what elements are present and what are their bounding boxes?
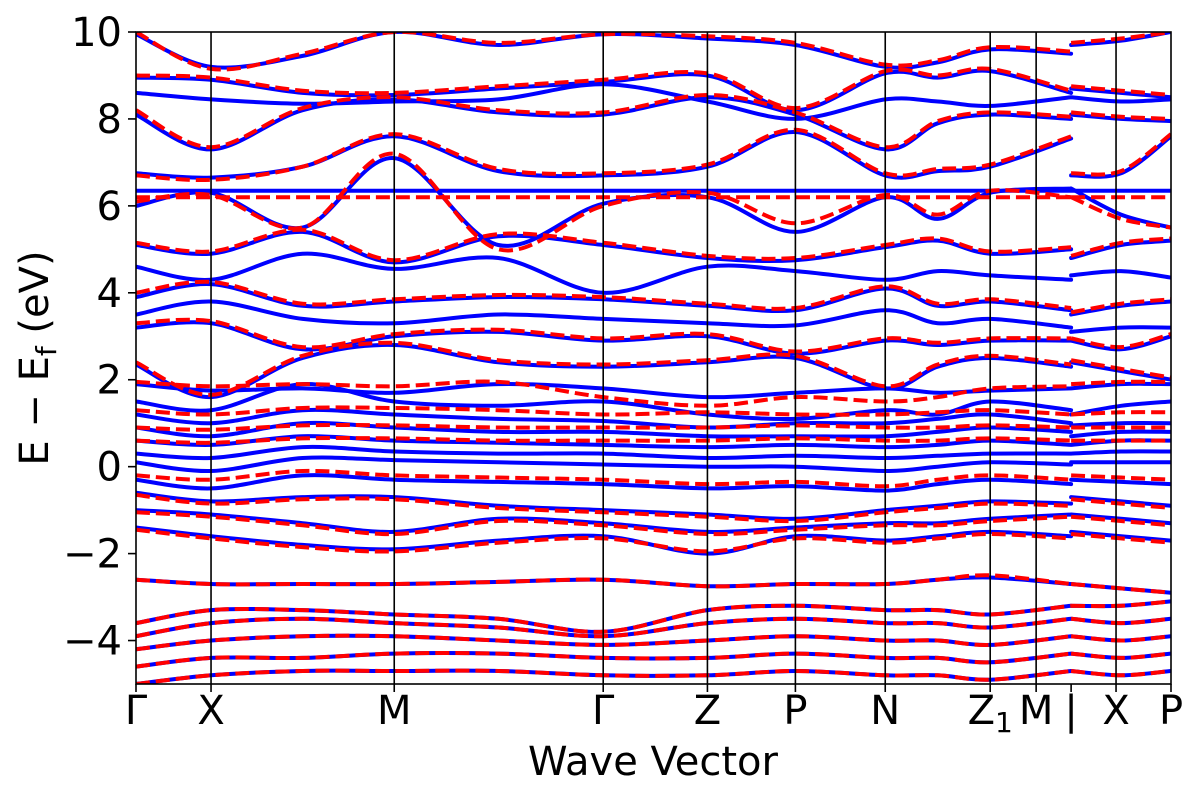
band-line-dashed: [136, 93, 1171, 150]
band-line-dashed: [136, 573, 1171, 595]
band-line-dashed: [136, 66, 1171, 111]
band-line-solid: [136, 229, 1171, 265]
x-tick-label: X: [1102, 688, 1129, 734]
band-line-dashed: [136, 422, 1171, 432]
y-tick-label: 6: [97, 184, 122, 230]
band-line-solid: [136, 251, 1171, 295]
kpoint-lines-layer: [210, 32, 1117, 684]
band-line-solid: [136, 282, 1171, 317]
band-line-solid: [136, 444, 1171, 461]
y-tick-label: −4: [63, 619, 122, 665]
x-tick-label: M: [1019, 688, 1054, 734]
band-line-solid: [136, 508, 1171, 534]
x-tick-label: Z: [694, 688, 721, 734]
x-tick-label: P: [1159, 688, 1183, 734]
y-axis-title-main: E − E: [12, 356, 58, 466]
y-tick-label: −2: [63, 532, 122, 578]
band-line-dashed: [136, 599, 1171, 634]
band-line-dashed: [136, 633, 1171, 652]
band-line-dashed: [136, 340, 1171, 397]
band-line-dashed: [136, 468, 1171, 489]
band-line-dashed: [136, 32, 1171, 72]
x-tick-label: |: [1064, 688, 1077, 734]
x-tick-label: X: [197, 688, 224, 734]
band-line-dashed: [136, 127, 1171, 183]
y-axis: −4 −2 0 2 4 6 8 10: [63, 10, 136, 665]
band-line-dashed: [136, 492, 1171, 524]
band-line-solid: [136, 320, 1171, 356]
band-line-solid: [136, 525, 1171, 556]
band-line-dashed: [136, 668, 1171, 684]
band-line-dashed: [136, 379, 1171, 408]
band-line-solid: [136, 68, 1171, 113]
x-tick-label: N: [870, 688, 900, 734]
band-line-solid: [136, 455, 1171, 474]
band-line-dashed: [136, 510, 1171, 537]
band-line-solid: [136, 407, 1171, 430]
band-line-dashed: [136, 616, 1171, 639]
x-tick-label-subscript: 1: [995, 706, 1013, 739]
y-tick-label: 8: [97, 97, 122, 143]
y-axis-title-unit: (eV): [12, 250, 58, 346]
bands-layer: [136, 32, 1171, 684]
band-line-solid: [136, 420, 1171, 439]
y-tick-label: 0: [97, 445, 122, 491]
y-tick-label: 2: [97, 358, 122, 404]
band-line-dashed: [136, 436, 1171, 445]
y-tick-label: 4: [97, 271, 122, 317]
band-line-solid: [136, 381, 1171, 400]
band-line-solid: [136, 82, 1171, 121]
x-tick-label: M: [377, 688, 412, 734]
band-line-dashed: [136, 317, 1171, 354]
band-line-solid: [136, 490, 1171, 521]
band-line-dashed: [136, 651, 1171, 669]
x-axis: Γ X M Γ Z P N Z1 M | X P: [125, 684, 1183, 739]
y-axis-title-subscript: f: [30, 345, 63, 356]
x-tick-label: Γ: [125, 688, 148, 734]
y-tick-label: 10: [71, 10, 122, 56]
band-line-dashed: [136, 227, 1171, 263]
band-line-solid: [136, 473, 1171, 493]
band-line-dashed: [136, 527, 1171, 554]
x-tick-label: Γ: [592, 688, 615, 734]
band-line-dashed: [136, 405, 1171, 417]
x-tick-label: P: [783, 688, 807, 734]
y-axis-title: E − Ef (eV): [12, 250, 63, 465]
band-line-solid: [136, 299, 1171, 334]
plot-frame: [135, 31, 1172, 685]
band-line-dashed: [136, 279, 1171, 315]
x-axis-title: Wave Vector: [528, 739, 779, 785]
